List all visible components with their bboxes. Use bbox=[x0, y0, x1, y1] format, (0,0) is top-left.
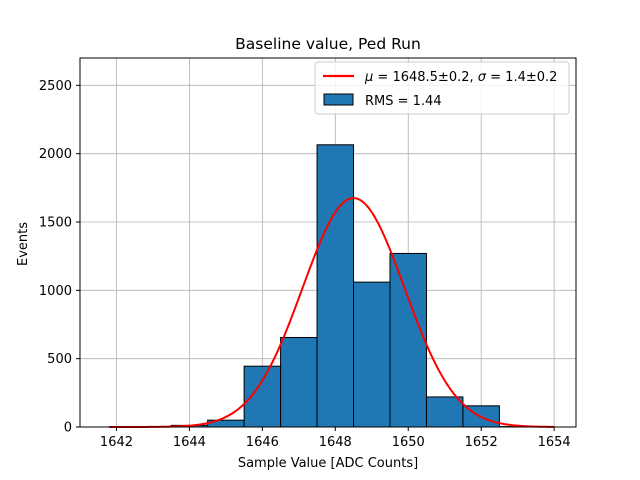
legend-mu-value: = 1648.5±0.2, bbox=[373, 70, 477, 85]
plot-area-frame bbox=[79, 57, 577, 428]
histogram-bar bbox=[280, 336, 318, 428]
legend-sigma-symbol: σ bbox=[478, 70, 487, 85]
histogram-bar bbox=[389, 252, 427, 428]
legend-fit-label: μ = 1648.5±0.2, σ = 1.4±0.2 bbox=[364, 70, 557, 85]
y-tick-label: 500 bbox=[47, 352, 72, 367]
legend: μ = 1648.5±0.2, σ = 1.4±0.2 RMS = 1.44 bbox=[314, 61, 570, 115]
histogram-bar bbox=[316, 144, 355, 428]
histogram-bars bbox=[134, 144, 537, 428]
y-axis-label: Events bbox=[16, 222, 31, 266]
x-axis-label: Sample Value [ADC Counts] bbox=[238, 456, 418, 471]
gaussian-fit-curve bbox=[109, 197, 555, 428]
legend-sigma-value: = 1.4±0.2 bbox=[486, 70, 557, 85]
x-tick-label: 1650 bbox=[392, 435, 425, 450]
legend-rms-label: RMS = 1.44 bbox=[365, 94, 442, 109]
x-tick-label: 1642 bbox=[100, 435, 133, 450]
chart-title: Baseline value, Ped Run bbox=[235, 35, 421, 53]
histogram-bar bbox=[425, 396, 464, 428]
legend-box bbox=[314, 61, 570, 115]
x-tick-label: 1652 bbox=[465, 435, 498, 450]
histogram-bar bbox=[243, 365, 282, 428]
legend-rms-patch-swatch bbox=[323, 93, 354, 106]
x-tick-label: 1654 bbox=[538, 435, 571, 450]
y-axis-ticks: 0 500 1000 1500 2000 2500 bbox=[39, 79, 80, 436]
y-tick-label: 1500 bbox=[39, 216, 72, 231]
x-tick-label: 1644 bbox=[173, 435, 206, 450]
y-tick-label: 2500 bbox=[39, 79, 72, 94]
y-tick-label: 1000 bbox=[39, 284, 72, 299]
histogram-bar bbox=[353, 281, 391, 428]
x-tick-label: 1646 bbox=[246, 435, 279, 450]
y-tick-label: 0 bbox=[64, 421, 72, 436]
legend-mu-symbol: μ bbox=[364, 70, 373, 85]
x-axis-ticks: 1642 1644 1646 1648 1650 1652 1654 bbox=[100, 427, 571, 450]
x-tick-label: 1648 bbox=[319, 435, 352, 450]
y-tick-label: 2000 bbox=[39, 147, 72, 162]
